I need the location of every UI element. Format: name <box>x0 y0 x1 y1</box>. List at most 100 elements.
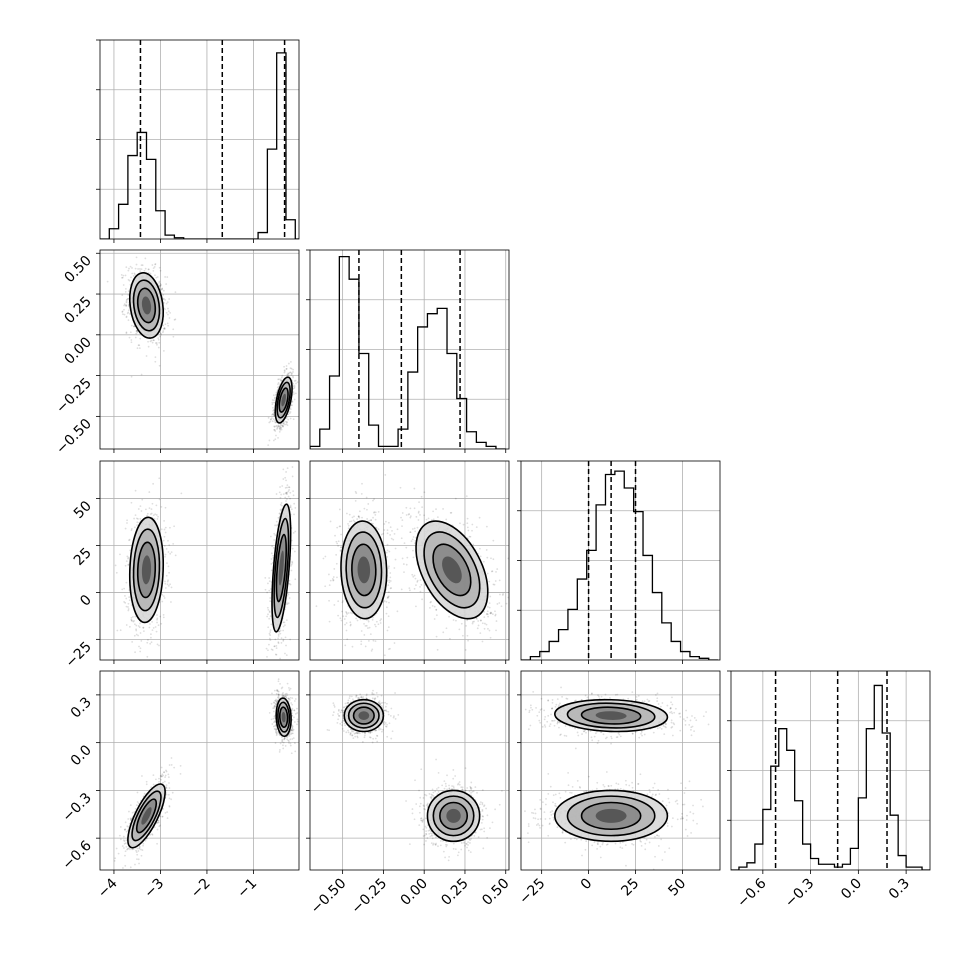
histogram-bars <box>310 250 506 449</box>
sample-point <box>139 647 142 650</box>
sample-point <box>419 579 422 581</box>
sample-point <box>287 490 290 493</box>
sample-point <box>164 323 167 326</box>
sample-point <box>128 599 131 602</box>
sample-point <box>367 503 370 505</box>
sample-point <box>160 283 162 286</box>
sample-point <box>277 378 280 381</box>
sample-point <box>373 498 375 500</box>
sample-point <box>289 411 292 413</box>
sample-point <box>344 644 347 647</box>
sample-point <box>269 420 272 423</box>
sample-point <box>280 379 283 382</box>
sample-point <box>146 641 149 644</box>
sample-point <box>267 444 270 447</box>
sample-point <box>273 411 275 414</box>
sample-point <box>294 530 297 533</box>
sample-point <box>132 620 135 623</box>
sample-point <box>368 519 371 522</box>
sample-point <box>270 552 273 555</box>
sample-point <box>292 368 295 371</box>
sample-point <box>284 420 287 423</box>
sample-point <box>139 268 141 270</box>
sample-point <box>147 268 150 271</box>
sample-point <box>127 278 130 281</box>
sample-point <box>158 498 161 501</box>
sample-point <box>135 633 138 636</box>
sample-point <box>273 532 276 535</box>
sample-point <box>154 626 157 628</box>
sample-point <box>169 526 171 529</box>
sample-point <box>277 425 279 428</box>
sample-point <box>127 602 130 605</box>
sample-point <box>146 655 149 658</box>
sample-point <box>273 645 276 648</box>
sample-point <box>167 307 169 310</box>
sample-point <box>365 624 368 627</box>
sample-point <box>335 553 338 556</box>
sample-point <box>150 512 153 515</box>
sample-point <box>279 423 282 426</box>
sample-point <box>494 580 497 582</box>
sample-point <box>293 384 296 387</box>
sample-point <box>125 605 128 608</box>
sample-point <box>288 579 291 582</box>
sample-point <box>275 644 278 647</box>
sample-point <box>155 342 158 344</box>
sample-point <box>146 514 149 517</box>
sample-point <box>372 616 374 619</box>
sample-point <box>151 264 154 266</box>
sample-point <box>291 562 294 564</box>
sample-point <box>383 529 386 531</box>
sample-point <box>163 519 165 522</box>
sample-point <box>285 601 288 604</box>
sample-point <box>448 637 451 640</box>
sample-point <box>273 645 276 648</box>
sample-point <box>163 327 166 330</box>
sample-point <box>163 327 166 330</box>
sample-point <box>268 589 271 592</box>
sample-point <box>127 319 130 322</box>
sample-point <box>360 492 363 495</box>
sample-point <box>149 513 152 516</box>
sample-point <box>138 645 140 648</box>
sample-point <box>367 627 369 629</box>
sample-point <box>164 506 167 509</box>
sample-point <box>124 288 127 290</box>
sample-point <box>268 643 270 646</box>
sample-point <box>123 304 125 307</box>
sample-point <box>277 383 279 386</box>
sample-point <box>338 525 341 528</box>
sample-point <box>163 297 165 300</box>
sample-point <box>294 392 297 395</box>
sample-point <box>285 368 288 370</box>
sample-point <box>167 539 169 542</box>
sample-point <box>273 420 276 422</box>
sample-point <box>289 506 292 508</box>
sample-point <box>139 517 142 520</box>
sample-point <box>393 567 396 569</box>
x-tick-label: −0.6 <box>734 875 769 910</box>
sample-point <box>387 567 390 569</box>
sample-point <box>165 311 168 314</box>
sample-point <box>283 369 286 372</box>
sample-point <box>272 413 275 416</box>
scatter-panel: −0.50−0.250.000.250.50 <box>53 249 300 458</box>
sample-point <box>289 504 292 507</box>
sample-point <box>124 527 127 530</box>
sample-point <box>390 587 393 589</box>
sample-point <box>157 337 160 340</box>
sample-point <box>336 526 339 529</box>
sample-point <box>125 597 128 600</box>
sample-point <box>394 558 397 561</box>
sample-point <box>402 563 405 565</box>
sample-point <box>288 489 290 491</box>
sample-point <box>167 551 170 553</box>
sample-point <box>135 332 138 335</box>
sample-point <box>166 301 169 304</box>
sample-point <box>127 290 130 292</box>
contour-line <box>128 272 165 339</box>
sample-point <box>285 493 288 496</box>
sample-point <box>442 508 444 510</box>
histogram-panel <box>517 460 721 664</box>
